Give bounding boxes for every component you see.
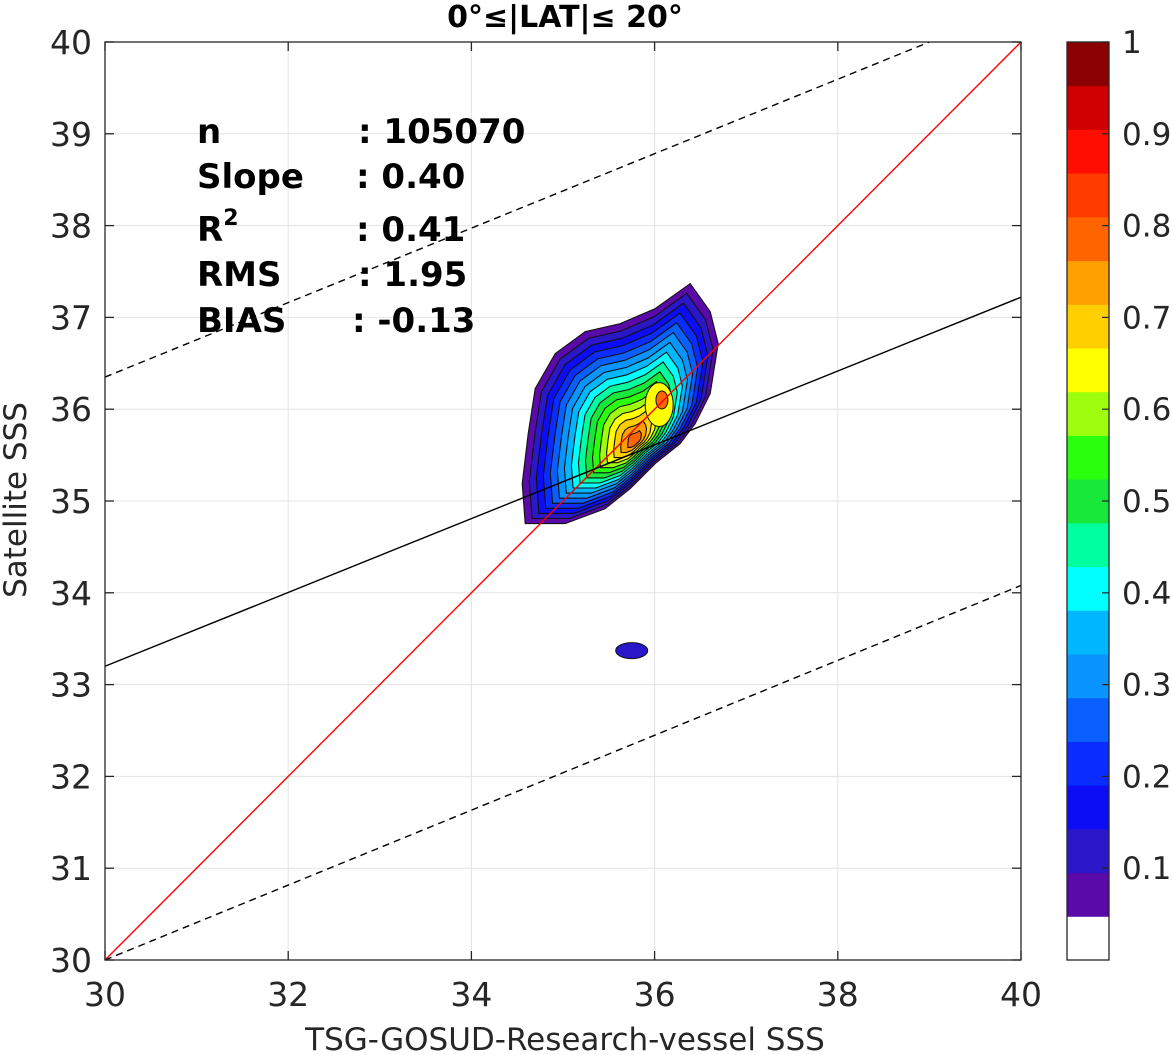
colorbar-segment <box>1067 260 1109 305</box>
stat-value: : 1.95 <box>358 255 467 295</box>
colorbar-tick-label: 0.1 <box>1122 851 1171 887</box>
density-contours <box>521 282 719 660</box>
stat-value: : -0.13 <box>352 301 475 341</box>
x-tick-label: 36 <box>634 975 676 1014</box>
colorbar-tick-label: 0.4 <box>1122 576 1171 612</box>
colorbar-tick-label: 0.8 <box>1122 209 1171 245</box>
colorbar-segment <box>1067 697 1109 742</box>
colorbar-tick-label: 0.5 <box>1122 484 1171 520</box>
lower-bound-line <box>104 584 1022 961</box>
colorbar-segment <box>1067 785 1109 830</box>
one-to-one-line <box>104 41 1022 961</box>
x-tick-label: 30 <box>84 975 126 1014</box>
colorbar-segment <box>1067 216 1109 262</box>
y-axis-label: Satellite SSS <box>0 402 34 598</box>
y-tick-label: 31 <box>50 849 92 888</box>
colorbar-segment <box>1067 435 1109 480</box>
colorbar-segment <box>1067 654 1109 699</box>
contour-island <box>615 642 649 660</box>
x-tick-label: 40 <box>1000 975 1042 1014</box>
y-tick-label: 40 <box>50 23 92 62</box>
regression-line <box>104 296 1022 667</box>
colorbar-segment <box>1067 522 1109 568</box>
y-tick-label: 33 <box>50 666 92 705</box>
colorbar-segment <box>1067 391 1109 436</box>
colorbar-segment <box>1067 872 1109 917</box>
colorbar-tick-label: 0.9 <box>1122 117 1171 153</box>
y-tick-label: 32 <box>50 757 92 796</box>
colorbar-tick-label: 0.7 <box>1122 300 1171 336</box>
y-tick-label: 30 <box>50 941 92 980</box>
colorbar-segment <box>1067 42 1109 87</box>
colorbar-tick-label: 0.3 <box>1122 668 1171 704</box>
colorbar-segment <box>1067 304 1109 349</box>
x-axis-label: TSG-GOSUD-Research-vessel SSS <box>304 1022 825 1055</box>
stat-label: n <box>197 112 221 152</box>
colorbar-segment <box>1067 741 1109 786</box>
y-tick-label: 37 <box>50 298 92 337</box>
upper-bound-line <box>104 41 930 378</box>
colorbar-segment <box>1067 916 1109 961</box>
stat-label: BIAS <box>197 301 286 341</box>
plot-area: 30 32 34 36 38 40 30 31 32 33 34 35 36 37 38 39 40 <box>50 23 1042 1014</box>
stat-label: Slope <box>197 157 304 197</box>
colorbar-tick-label: 1 <box>1122 25 1142 61</box>
stat-value: : 0.41 <box>356 210 465 250</box>
colorbar-segment <box>1067 129 1109 174</box>
colorbar-segment <box>1067 566 1109 611</box>
contour-level-0.8 <box>627 429 642 448</box>
stat-label: RMS <box>197 255 282 295</box>
colorbar-segment <box>1067 610 1109 655</box>
y-tick-label: 36 <box>50 390 92 429</box>
x-tick-label: 38 <box>817 975 859 1014</box>
colorbar-segment <box>1067 348 1109 393</box>
y-tick-label: 38 <box>50 207 92 246</box>
y-tick-label: 34 <box>50 574 92 613</box>
colorbar-segment <box>1067 173 1109 218</box>
colorbar: 0.1 0.2 0.3 0.4 0.5 0.6 0.7 0.8 0.9 1 <box>1066 25 1171 961</box>
x-tick-label: 34 <box>450 975 492 1014</box>
stat-value: : 0.40 <box>356 157 465 197</box>
chart-title: 0°≤|LAT|≤ 20° <box>447 0 683 35</box>
stat-superscript: 2 <box>223 206 238 231</box>
colorbar-segment <box>1067 85 1109 130</box>
colorbar-tick-label: 0.2 <box>1122 759 1171 795</box>
colorbar-segment <box>1067 828 1109 874</box>
y-tick-label: 35 <box>50 482 92 521</box>
stat-value: : 105070 <box>358 112 525 152</box>
x-tick-label: 32 <box>267 975 309 1014</box>
statistics-annotation: n : 105070 Slope : 0.40 R2 : 0.41 RMS : 1.95 BIA… <box>197 112 525 341</box>
colorbar-tick-label: 0.6 <box>1122 392 1171 428</box>
stat-label: R2 <box>197 206 239 250</box>
y-tick-label: 39 <box>50 115 92 154</box>
